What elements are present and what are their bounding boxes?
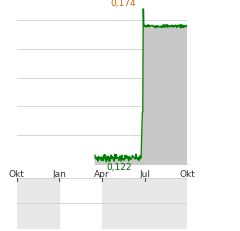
Text: 0,122: 0,122 [106, 163, 132, 172]
Text: Jul: Jul [139, 170, 150, 179]
Text: Okt: Okt [179, 170, 195, 179]
Text: 0,174: 0,174 [110, 0, 136, 7]
Bar [144, 178, 187, 229]
Text: Apr: Apr [94, 170, 110, 179]
Text: Jan: Jan [53, 170, 66, 179]
Bar [102, 178, 144, 229]
Text: Okt: Okt [9, 170, 25, 179]
Bar [17, 178, 59, 229]
